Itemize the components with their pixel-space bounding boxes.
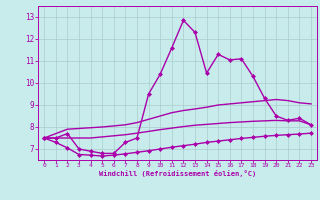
X-axis label: Windchill (Refroidissement éolien,°C): Windchill (Refroidissement éolien,°C) [99, 170, 256, 177]
